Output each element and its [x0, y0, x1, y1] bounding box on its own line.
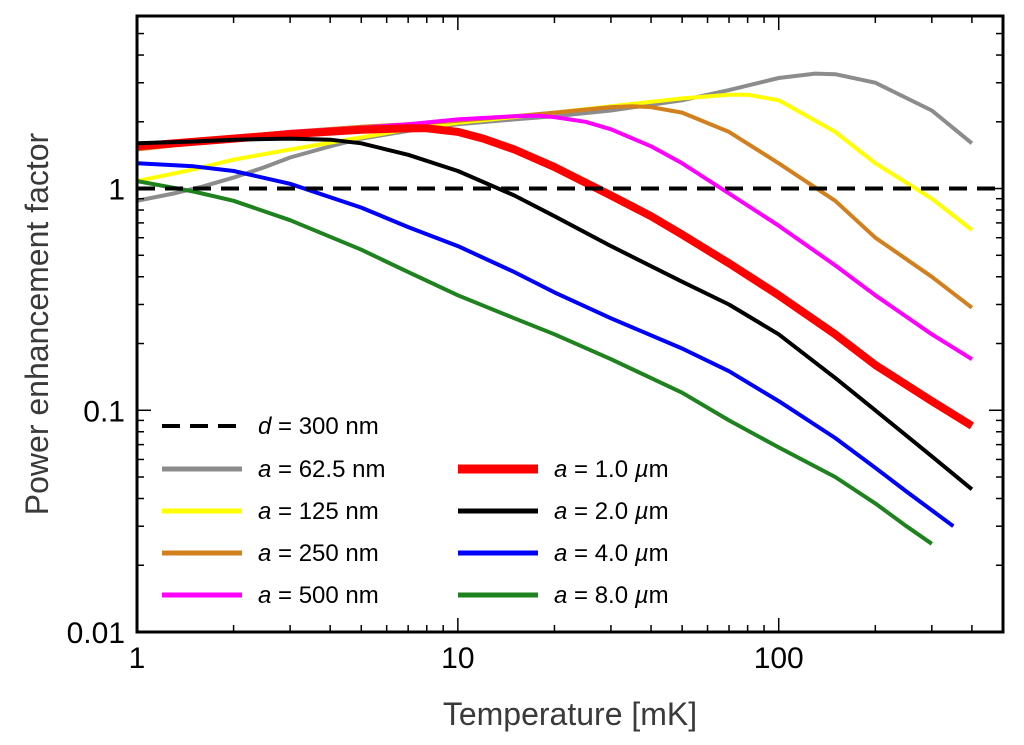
legend-label: a = 250 nm — [258, 540, 379, 567]
legend-label: a = 8.0 µm — [554, 582, 669, 609]
series-line-6 — [137, 136, 974, 491]
plot-frame — [135, 14, 1005, 634]
x-tick-label: 1 — [129, 642, 146, 675]
series-line-5 — [137, 124, 975, 430]
tick-labels-layer: 1 10 100 0.01 0.1 1 — [67, 174, 804, 675]
y-tick-label: 0.1 — [83, 395, 125, 428]
legend-label: a = 2.0 µm — [554, 498, 669, 525]
x-tick-label: 100 — [754, 642, 804, 675]
series-line-8 — [137, 179, 933, 546]
y-axis-title: Power enhancement factor — [19, 132, 55, 515]
series-line-7 — [137, 161, 955, 528]
series-layer — [137, 71, 975, 546]
x-tick-label: 10 — [441, 642, 474, 675]
series-line-4 — [137, 113, 973, 361]
y-tick-label: 1 — [108, 174, 125, 207]
legend-label: a = 1.0 µm — [554, 456, 669, 483]
legend-label: d = 300 nm — [258, 413, 379, 440]
ticks-layer — [136, 15, 1004, 633]
legend-label: a = 125 nm — [258, 498, 379, 525]
x-axis-title: Temperature [mK] — [443, 696, 697, 732]
legend: d = 300 nm a = 62.5 nm a = 125 nm a = 250 n… — [162, 413, 669, 609]
legend-label: a = 62.5 nm — [258, 456, 385, 483]
legend-label: a = 4.0 µm — [554, 540, 669, 567]
y-tick-label: 0.01 — [67, 617, 125, 650]
legend-label: a = 500 nm — [258, 582, 379, 609]
